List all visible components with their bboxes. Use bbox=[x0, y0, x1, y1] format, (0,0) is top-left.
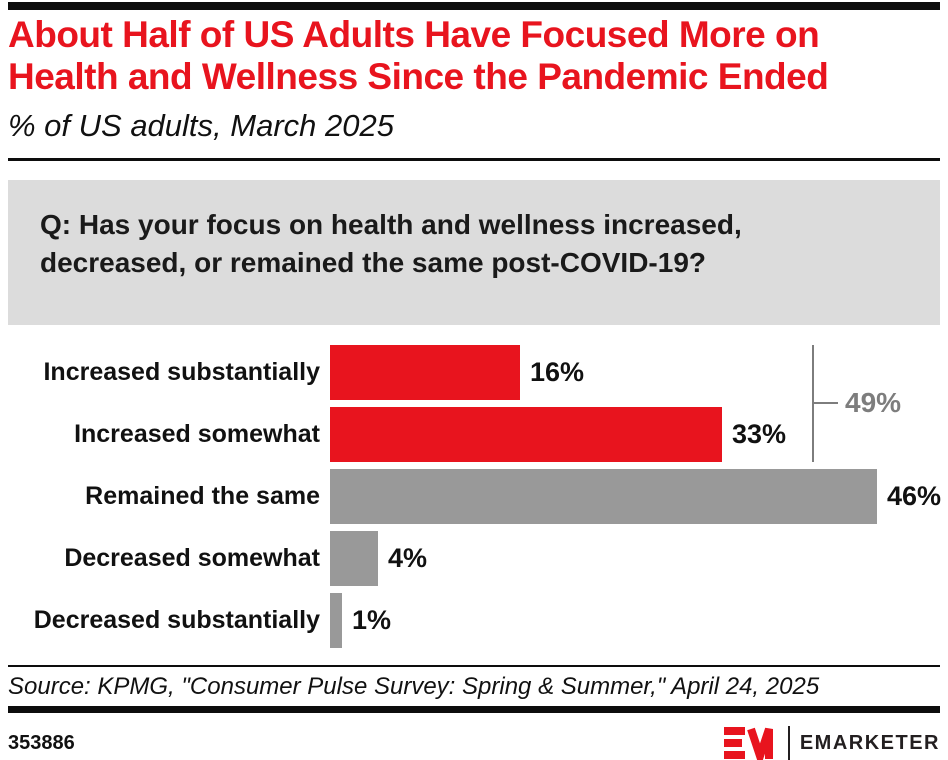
question-text-line1: Q: Has your focus on health and wellness… bbox=[40, 209, 742, 240]
header-divider bbox=[8, 158, 940, 161]
value-label: 1% bbox=[352, 605, 392, 635]
bar-row: Decreased somewhat 4% bbox=[0, 531, 948, 586]
category-label: Decreased somewhat bbox=[64, 544, 320, 572]
footer: 353886 EMARKETER bbox=[8, 726, 940, 760]
source-divider bbox=[8, 665, 940, 667]
bracket-total-label: 49% bbox=[845, 387, 902, 418]
bar-track: 33% bbox=[330, 407, 948, 462]
page-title-line2: Health and Wellness Since the Pandemic E… bbox=[8, 56, 829, 97]
emarketer-logo: EMARKETER bbox=[723, 726, 940, 760]
value-label: 16% bbox=[530, 357, 585, 387]
bar-remained-the-same bbox=[330, 469, 877, 524]
question-text: Q: Has your focus on health and wellness… bbox=[40, 206, 920, 282]
category-label: Increased somewhat bbox=[74, 420, 320, 448]
bar-increased-substantially bbox=[330, 345, 520, 400]
value-label: 33% bbox=[732, 419, 787, 449]
bar-row: Remained the same 46% bbox=[0, 469, 948, 524]
emarketer-logo-icon bbox=[723, 727, 773, 760]
question-box: Q: Has your focus on health and wellness… bbox=[8, 180, 940, 325]
footer-divider bbox=[8, 706, 940, 713]
bar-row: Increased somewhat 33% bbox=[0, 407, 948, 462]
bar-track: 1% bbox=[330, 593, 948, 648]
value-label: 46% bbox=[887, 481, 942, 511]
top-accent-bar bbox=[8, 2, 940, 10]
bar-decreased-substantially bbox=[330, 593, 342, 648]
question-text-line2: decreased, or remained the same post-COV… bbox=[40, 247, 706, 278]
category-label: Increased substantially bbox=[43, 358, 320, 386]
category-label: Remained the same bbox=[85, 482, 320, 510]
emarketer-wordmark: EMARKETER bbox=[799, 731, 940, 754]
source-text: Source: KPMG, "Consumer Pulse Survey: Sp… bbox=[8, 673, 820, 700]
page-title: About Half of US Adults Have Focused Mor… bbox=[8, 14, 940, 98]
page-subtitle: % of US adults, March 2025 bbox=[8, 108, 394, 143]
bar-increased-somewhat bbox=[330, 407, 722, 462]
page-title-line1: About Half of US Adults Have Focused Mor… bbox=[8, 14, 820, 55]
value-label: 4% bbox=[388, 543, 428, 573]
logo-divider bbox=[787, 726, 790, 760]
bar-chart: Increased substantially 16% Increased some… bbox=[0, 345, 948, 648]
bar-decreased-somewhat bbox=[330, 531, 378, 586]
bar-row: Increased substantially 16% bbox=[0, 345, 948, 400]
chart-id: 353886 bbox=[8, 731, 75, 754]
bar-track: 4% bbox=[330, 531, 948, 586]
bar-track: 46% bbox=[330, 469, 948, 524]
category-label: Decreased substantially bbox=[33, 606, 320, 634]
bracket-tick bbox=[812, 402, 838, 404]
bar-track: 16% bbox=[330, 345, 948, 400]
bar-rows: Increased substantially 16% Increased some… bbox=[0, 345, 948, 648]
bar-row: Decreased substantially 1% bbox=[0, 593, 948, 648]
